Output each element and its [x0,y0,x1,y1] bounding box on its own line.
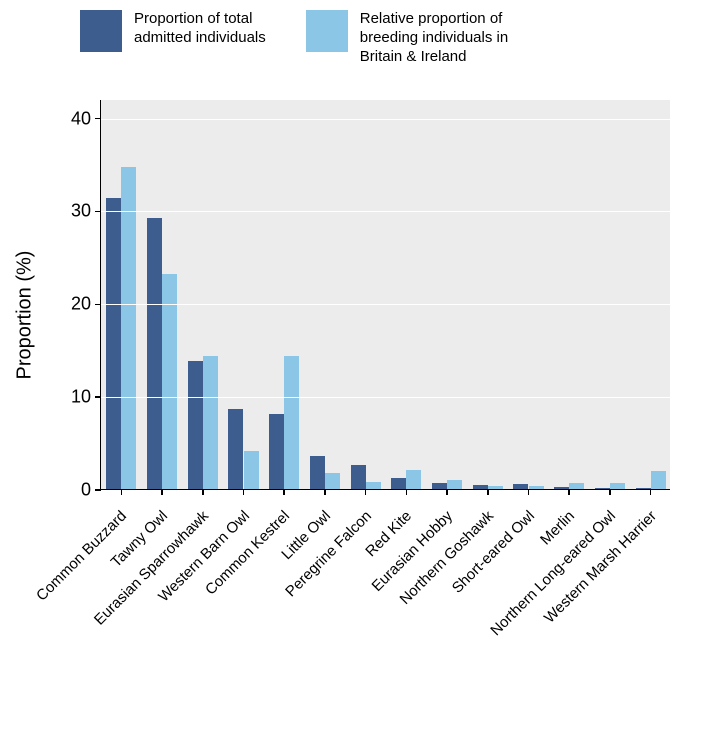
plot-area: 010203040 [100,100,670,490]
bar [366,482,381,489]
bar [651,471,666,489]
gridline [101,490,670,491]
legend-item-breeding: Relative proportion ofbreeding individua… [306,10,508,66]
bar [636,488,651,489]
legend-label-breeding: Relative proportion ofbreeding individua… [360,10,508,66]
bar [513,484,528,489]
bar [325,473,340,489]
bar [595,488,610,489]
bar [610,483,625,489]
bar [310,456,325,489]
bar [406,470,421,489]
bar [188,361,203,489]
bar [391,478,406,489]
chart: Proportion (%) 010203040 Common BuzzardT… [30,100,670,530]
gridline [101,304,670,305]
gridline [101,397,670,398]
y-tick-mark [95,396,101,398]
bar [147,218,162,489]
bar [529,486,544,489]
legend-label-admitted: Proportion of totaladmitted individuals [134,10,266,48]
y-axis-label: Proportion (%) [14,251,37,380]
gridline [101,211,670,212]
bar [351,465,366,489]
y-tick-label: 20 [71,294,91,315]
bar [284,356,299,489]
bar [432,483,447,489]
y-tick-mark [95,118,101,120]
y-tick-label: 30 [71,201,91,222]
y-tick-label: 40 [71,108,91,129]
y-tick-label: 10 [71,387,91,408]
y-tick-mark [95,211,101,213]
bar [228,409,243,489]
bars-layer [101,100,670,489]
bar [121,167,136,489]
bar [488,486,503,489]
bar [554,487,569,489]
gridline [101,119,670,120]
bar [106,198,121,489]
bar [203,356,218,489]
y-tick-label: 0 [81,480,91,501]
legend: Proportion of totaladmitted individuals … [80,10,666,66]
y-tick-mark [95,304,101,306]
bar [473,485,488,489]
x-labels: Common BuzzardTawny OwlEurasian Sparrowh… [100,495,670,743]
legend-swatch-breeding [306,10,348,52]
bar [269,414,284,489]
bar [569,483,584,489]
bar [162,274,177,489]
bar [447,480,462,489]
legend-swatch-admitted [80,10,122,52]
y-tick-mark [95,489,101,491]
bar [244,451,259,489]
legend-item-admitted: Proportion of totaladmitted individuals [80,10,266,66]
